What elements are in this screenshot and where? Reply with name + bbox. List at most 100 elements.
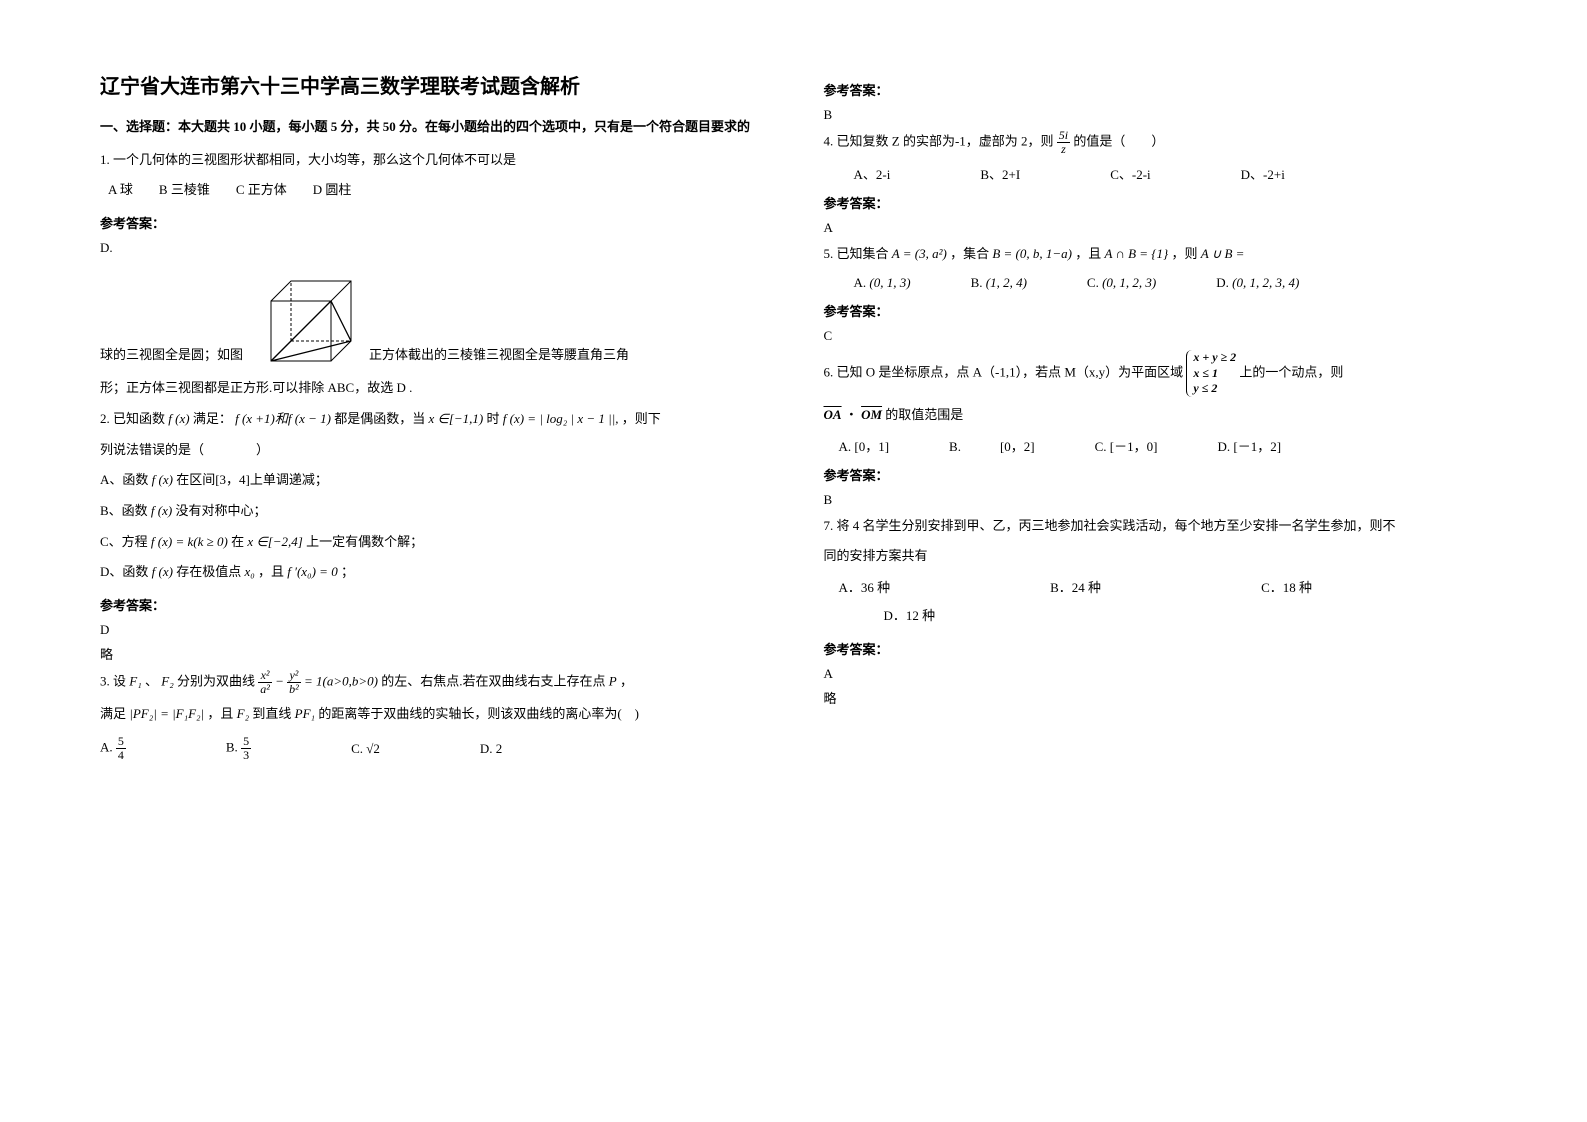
q2-optD: D、函数 f (x) 存在极值点 x₀ ，且 f ′(x₀) = 0 ； [100, 560, 764, 585]
q6-dot: ・ [845, 407, 861, 422]
q2-fx: f (x) [168, 411, 189, 426]
q2-optA: A、函数 f (x) 在区间[3，4]上单调递减； [100, 468, 764, 493]
q5-s3: ，且 [1075, 246, 1101, 261]
q5-optA: A. (0, 1, 3) [854, 275, 911, 291]
q6-b3: y ≤ 2 [1193, 381, 1236, 397]
q5-optC: C. (0, 1, 2, 3) [1087, 275, 1156, 291]
q1-explain-a: 球的三视图全是圆；如图 [100, 343, 243, 366]
q6-optC: C. [－1，0] [1095, 436, 1158, 455]
section-head: 一、选择题：本大题共 10 小题，每小题 5 分，共 50 分。在每小题给出的四… [100, 117, 764, 138]
q1-explain-b: 正方体截出的三棱锥三视图全是等腰直角三角 [369, 343, 629, 366]
q4-s1: 4. 已知复数 Z 的实部为-1，虚部为 2，则 [824, 134, 1054, 149]
q2-s6: 列说法错误的是（ ） [100, 438, 764, 463]
q5-options: A. (0, 1, 3) B. (1, 2, 4) C. (0, 1, 2, 3… [824, 275, 1488, 291]
answer-label-7: 参考答案： [824, 639, 1488, 658]
q3-answer: B [824, 107, 1488, 123]
q2-cond: f (x +1)和f (x − 1) [235, 411, 331, 426]
q3-s5: ，且 [207, 706, 233, 721]
q2-optA-fx: f (x) [152, 472, 173, 487]
q3-optB-den: 3 [241, 749, 251, 762]
q4-optB: B、2+I [980, 164, 1020, 183]
q5-s4: ，则 [1171, 246, 1197, 261]
q3-optA-num: 5 [116, 735, 126, 749]
q2-optD-der: f ′(x₀) = 0 [287, 564, 337, 579]
q3-optC-val: √2 [366, 741, 380, 756]
q4-answer: A [824, 220, 1488, 236]
q5-optA-val: (0, 1, 3) [869, 275, 910, 290]
q3-optB-num: 5 [241, 735, 251, 749]
q5-optD: D. (0, 1, 2, 3, 4) [1216, 275, 1299, 291]
q2-optC-dom: x ∈[−2,4] [247, 534, 303, 549]
q3-P: P [609, 674, 617, 689]
q3-den2: b² [287, 683, 301, 696]
q3-frac1: x²a² [258, 669, 272, 696]
q4-stem: 4. 已知复数 Z 的实部为-1，虚部为 2，则 5iz 的值是（ ） [824, 129, 1488, 156]
q3-sep: 、 [145, 674, 158, 689]
q4-optA: A、2-i [854, 164, 891, 183]
q4-optD: D、-2+i [1241, 164, 1285, 183]
q1-answer: D. [100, 240, 764, 256]
q2-optD-end: ； [341, 564, 354, 579]
q5-answer: C [824, 328, 1488, 344]
q6-s3: 的取值范围是 [885, 407, 963, 422]
q6-answer: B [824, 492, 1488, 508]
q3-num2: y² [287, 669, 301, 683]
q2-fxdef: f (x) = | log₂ | x − 1 ||, [503, 411, 619, 426]
q1-stem: 1. 一个几何体的三视图形状都相同，大小均等，那么这个几何体不可以是 [100, 148, 764, 173]
q2-optA-cont: 在区间[3，4]上单调递减； [176, 472, 328, 487]
q7-options: A．36 种 B．24 种 C．18 种 [824, 577, 1488, 596]
q6-b2: x ≤ 1 [1193, 366, 1236, 382]
q3-F1: F₁ [129, 674, 141, 689]
q3-optA-pre: A. [100, 740, 113, 755]
q6-oa: OA [824, 407, 842, 422]
q3-optA: A. 54 [100, 735, 126, 762]
q2-optC-pre: C、方程 [100, 534, 148, 549]
q4-s2: 的值是（ ） [1073, 134, 1164, 149]
q3-num1: x² [258, 669, 272, 683]
q3-cond: |PF₂| = |F₁F₂| [129, 706, 204, 721]
q4-den: z [1057, 143, 1070, 156]
q3-F22: F₂ [237, 706, 249, 721]
q1-explain-c: 形；正方体三视图都是正方形.可以排除 ABC，故选 D . [100, 376, 764, 401]
q3-den1: a² [258, 683, 272, 696]
q2-optC: C、方程 f (x) = k(k ≥ 0) 在 x ∈[−2,4] 上一定有偶数… [100, 530, 764, 555]
q6-s1: 6. 已知 O 是坐标原点，点 A（-1,1），若点 M（x,y）为平面区域 [824, 364, 1184, 379]
q3-F2: F₂ [161, 674, 173, 689]
q3-stem-b: 满足 |PF₂| = |F₁F₂| ，且 F₂ 到直线 PF₁ 的距离等于双曲线… [100, 702, 764, 727]
q3-s3: 的左、右焦点.若在双曲线右支上存在点 [381, 674, 605, 689]
q3-optD: D. 2 [480, 741, 502, 757]
q3-optB: B. 53 [226, 735, 251, 762]
q2-answer: D [100, 622, 764, 638]
q3-s6: 到直线 [252, 706, 291, 721]
q5-optB: B. (1, 2, 4) [971, 275, 1027, 291]
q2-optD-x0: x₀ [244, 564, 254, 579]
q5-optC-pre: C. [1087, 275, 1099, 290]
q3-s7: 的距离等于双曲线的实轴长，则该双曲线的离心率为( ) [318, 706, 639, 721]
q2-optB-cont: 没有对称中心； [175, 503, 266, 518]
q3-optC-pre: C. [351, 741, 363, 756]
q3-optC: C. √2 [351, 741, 380, 757]
q6-stem: 6. 已知 O 是坐标原点，点 A（-1,1），若点 M（x,y）为平面区域 x… [824, 350, 1488, 397]
q1-options: A 球 B 三棱锥 C 正方体 D 圆柱 [100, 178, 764, 203]
q3-s2: 分别为双曲线 [177, 674, 255, 689]
q6-optD: D. [－1，2] [1217, 436, 1281, 455]
q2-optD-fx: f (x) [152, 564, 173, 579]
q5-B: B = (0, b, 1−a) [992, 246, 1072, 261]
q7-skip: 略 [824, 688, 1488, 707]
q5-union: A ∪ B = [1201, 246, 1245, 261]
q7-stem2: 同的安排方案共有 [824, 544, 1488, 569]
q4-options: A、2-i B、2+I C、-2-i D、-2+i [824, 164, 1488, 183]
answer-label-4: 参考答案： [824, 193, 1488, 212]
q2-stem: 2. 已知函数 f (x) 满足： f (x +1)和f (x − 1) 都是偶… [100, 407, 764, 432]
q5-optD-pre: D. [1216, 275, 1229, 290]
q2-optC-mid: 在 [231, 534, 244, 549]
q6-options: A. [0，1] B. [0，2] C. [－1，0] D. [－1，2] [824, 436, 1488, 455]
q5-A: A = (3, a²) [892, 246, 947, 261]
q2-optC-cond: f (x) = k(k ≥ 0) [151, 534, 228, 549]
q3-options: A. 54 B. 53 C. √2 D. 2 [100, 735, 764, 762]
q2-optA-pre: A、函数 [100, 472, 148, 487]
q3-optB-frac: 53 [241, 735, 251, 762]
q5-s1: 5. 已知集合 [824, 246, 889, 261]
page-title: 辽宁省大连市第六十三中学高三数学理联考试题含解析 [100, 70, 764, 99]
q3-minus: − [275, 674, 284, 689]
